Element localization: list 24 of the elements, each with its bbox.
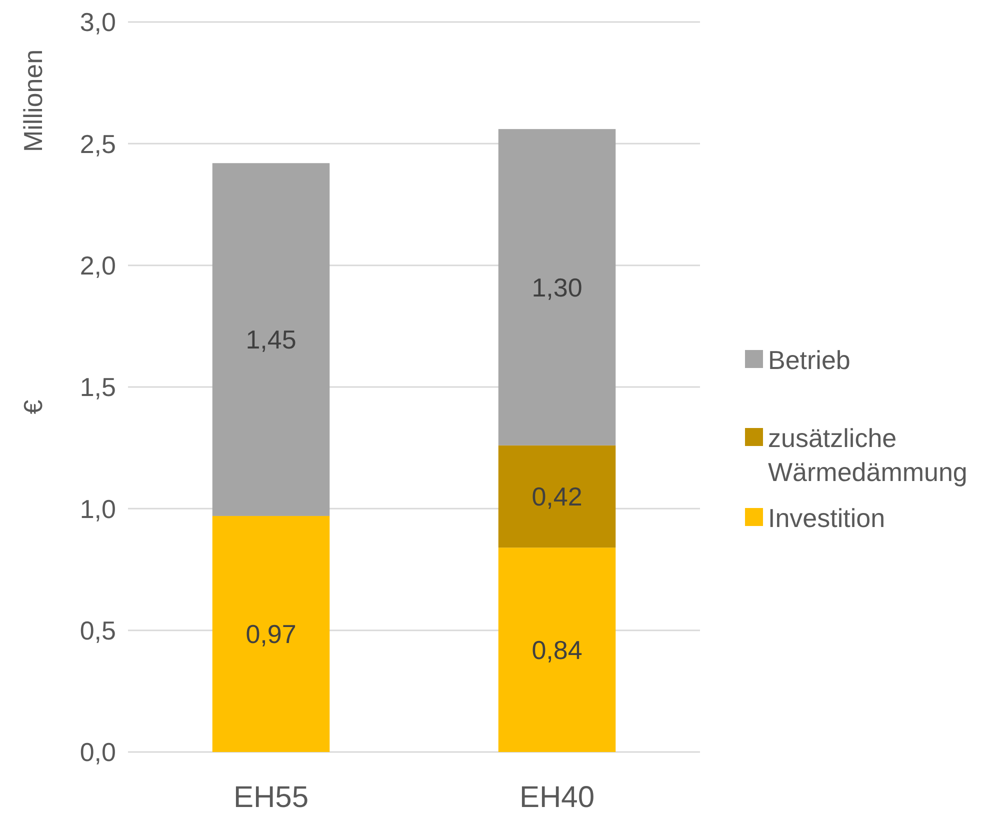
text: Millionen (18, 49, 48, 152)
bar (498, 548, 616, 752)
bar (212, 516, 330, 752)
bar (212, 163, 330, 516)
y-axis-title: € (18, 399, 48, 414)
bar (498, 129, 616, 446)
x-tick-label: EH55 (233, 781, 309, 814)
bar (498, 445, 616, 548)
y-tick-label: 0,0 (80, 737, 116, 768)
data-label: 0,97 (246, 619, 296, 650)
y-tick-label: 3,0 (80, 7, 116, 38)
data-label: 0,84 (532, 634, 582, 665)
legend-label: Betrieb (768, 345, 850, 376)
x-tick-label: EH40 (519, 781, 595, 814)
data-label: 1,30 (532, 272, 582, 302)
y-tick-label: 0,5 (80, 615, 116, 646)
legend-label: zusätzliche Wärmedämmung (768, 423, 968, 487)
y-tick-label: 2,5 (80, 128, 116, 159)
y-tick-label: 1,0 (80, 494, 116, 524)
data-label: 0,42 (532, 482, 582, 512)
y-tick-label: 1,5 (80, 372, 116, 402)
data-label: 1,45 (246, 324, 296, 355)
legend-label: Investition (768, 503, 886, 534)
y-tick-label: 2,0 (80, 250, 116, 280)
